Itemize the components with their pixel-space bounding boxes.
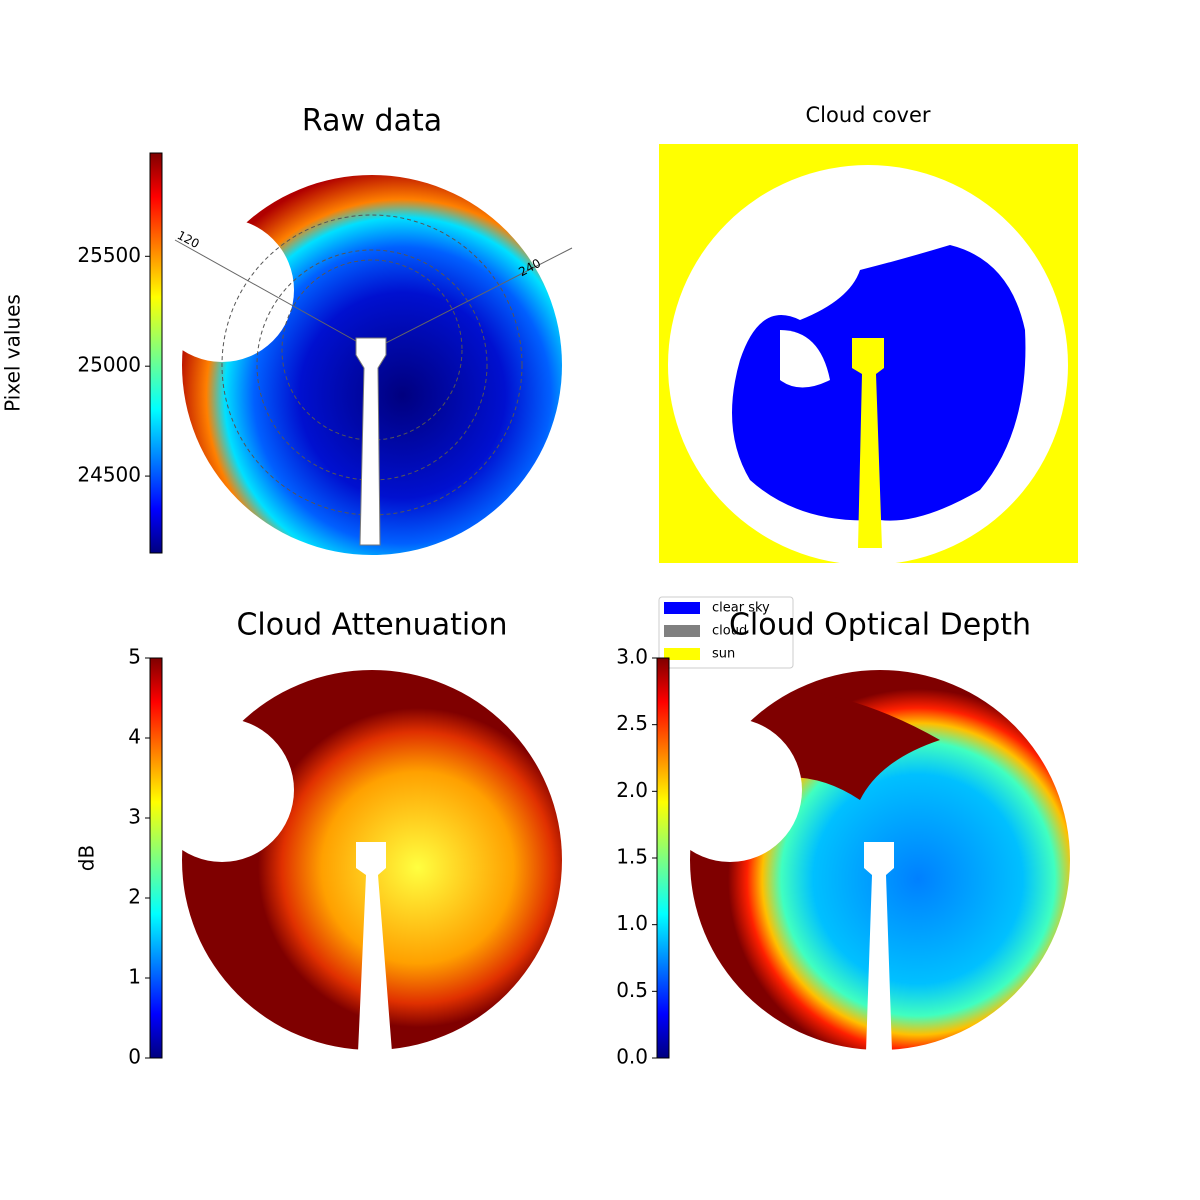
panel-title: Raw data — [302, 104, 442, 139]
colorbar-tick-label: 2 — [128, 885, 141, 909]
legend-swatch — [664, 625, 700, 637]
colorbar-tick-label: 1.5 — [616, 845, 648, 869]
colorbar-tick-label: 1 — [128, 965, 141, 989]
panel-title: Cloud Attenuation — [236, 608, 507, 643]
colorbar-tick-label: 25000 — [77, 353, 141, 377]
colorbar-label: Pixel values — [1, 294, 25, 412]
cloud-cover-image — [659, 144, 1078, 565]
colorbar-tick-label: 1.0 — [616, 911, 648, 935]
colorbar — [149, 657, 163, 1059]
colorbar-tick-label: 3.0 — [616, 645, 648, 669]
legend-label: sun — [712, 647, 735, 662]
legend-label: cloud — [712, 624, 747, 639]
attenuation-image — [150, 670, 562, 1052]
colorbar-tick-label: 0.5 — [616, 978, 648, 1002]
panel-title: Cloud cover — [805, 103, 930, 127]
panel-title: Cloud Optical Depth — [729, 608, 1031, 643]
colorbar — [149, 152, 163, 554]
colorbar-tick-label: 4 — [128, 725, 141, 749]
colorbar-tick-label: 2.5 — [616, 711, 648, 735]
colorbar-tick-label: 25500 — [77, 243, 141, 267]
colorbar-label: dB — [75, 845, 99, 871]
legend-swatch — [664, 648, 700, 660]
colorbar-tick-label: 24500 — [77, 463, 141, 487]
legend-swatch — [664, 602, 700, 614]
colorbar-tick-label: 0 — [128, 1045, 141, 1069]
optical-depth-image — [658, 670, 1070, 1052]
legend-label: clear sky — [712, 601, 770, 616]
colorbar-tick-label: 2.0 — [616, 778, 648, 802]
colorbar-tick-label: 0.0 — [616, 1045, 648, 1069]
colorbar — [656, 657, 670, 1059]
colorbar-tick-label: 3 — [128, 805, 141, 829]
raw-image — [150, 175, 573, 555]
colorbar-tick-label: 5 — [128, 645, 141, 669]
